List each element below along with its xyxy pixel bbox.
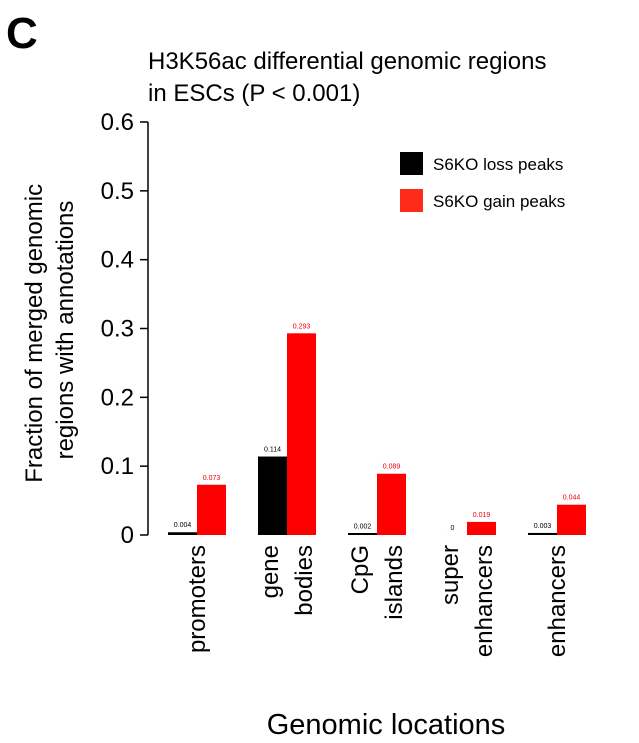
category-label: promoters [184,545,211,653]
data-label: 0.293 [293,323,311,330]
bar-gain [557,504,586,535]
data-label: 0.044 [563,495,581,502]
category-label: CpG [347,545,374,594]
data-label: 0.073 [203,475,221,482]
bar-loss [258,456,287,535]
bar-baseline-mark [528,533,557,535]
y-axis-label-line-2: regions with annotations [52,201,79,460]
y-tick-label: 0.3 [101,316,134,343]
x-axis-label: Genomic locations [267,709,506,741]
chart-title: H3K56ac differential genomic regions in … [148,48,553,107]
legend-label-gain: S6KO gain peaks [433,192,565,211]
data-label: 0.019 [473,512,491,519]
legend-swatch-loss [400,152,423,175]
bar-gain [377,473,406,535]
y-axis-label: Fraction of merged genomic regions with … [21,177,79,482]
legend: S6KO loss peaks S6KO gain peaks [400,152,565,212]
legend-label-loss: S6KO loss peaks [433,155,563,174]
y-axis-label-line-1: Fraction of merged genomic [21,184,48,483]
bar-baseline-mark [348,533,377,535]
data-label: 0.002 [354,524,372,531]
data-label: 0 [451,525,455,532]
y-axis: 0 0.1 0.2 0.3 0.4 0.5 0.6 [101,109,149,549]
y-tick-label: 0.2 [101,384,134,411]
panel-letter: C [6,9,38,58]
data-label: 0.089 [383,464,401,471]
category-label: bodies [291,545,318,616]
category-label: enhancers [471,545,498,657]
category-label: enhancers [544,545,571,657]
bar-gain [197,484,226,535]
data-label: 0.003 [534,523,552,530]
category-labels: promoters gene bodies CpG islands super enhanc… [184,545,571,657]
legend-swatch-gain [400,189,423,212]
data-label: 0.114 [264,447,281,454]
bars [168,333,586,536]
chart-title-line-2: in ESCs (P < 0.001) [148,80,360,107]
y-tick-label: 0.4 [101,247,134,274]
y-tick-label: 0.1 [101,453,134,480]
category-label: super [437,545,464,605]
y-tick-label: 0 [121,522,134,549]
data-labels: 0.004 0.073 0.114 0.293 0.002 0.089 0 0.019 0.00… [174,323,581,532]
bar-gain [287,333,316,535]
bar-baseline-mark [168,533,197,535]
data-label: 0.004 [174,522,192,529]
category-label: gene [257,545,284,598]
category-label: islands [381,545,408,620]
y-tick-label: 0.5 [101,178,134,205]
chart-title-line-1: H3K56ac differential genomic regions [148,48,546,75]
y-tick-label: 0.6 [101,109,134,136]
bar-gain [467,521,496,535]
